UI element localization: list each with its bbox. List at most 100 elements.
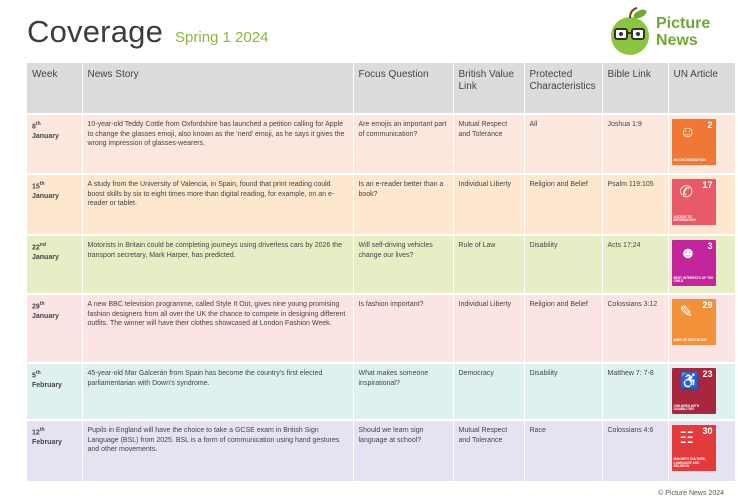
un-article-cell: ☻ 3 Best Interests of the Child (668, 234, 736, 294)
week-day: 29 (32, 303, 40, 311)
table-row: 22nd January Motorists in Britain could … (27, 234, 736, 294)
week-day: 22 (32, 244, 40, 252)
week-suffix: th (39, 427, 45, 433)
table-row: 8th January 10-year-old Teddy Cottle fro… (27, 113, 736, 174)
week-day: 15 (32, 183, 40, 191)
page-title: Coverage (27, 14, 164, 49)
focus-question-cell: Should we learn sign language at school? (353, 419, 454, 481)
page-subtitle: Spring 1 2024 (175, 29, 269, 46)
protected-characteristic-cell: Disability (524, 234, 603, 294)
un-article-number: 29 (702, 300, 713, 310)
coverage-table: Week News Story Focus Question British V… (27, 63, 736, 481)
page-header: Coverage Spring 1 2024 (27, 14, 268, 54)
logo-line-1: Picture (656, 15, 711, 32)
column-header-news-story: News Story (82, 63, 354, 114)
un-article-number: 23 (702, 369, 713, 379)
week-suffix: th (35, 370, 41, 376)
week-suffix: nd (39, 242, 46, 248)
bible-link-cell: Colossians 4:6 (602, 419, 669, 481)
un-article-badge: ☺ 2 No Discrimination (671, 119, 716, 165)
week-month: January (32, 312, 59, 320)
table-header-row: Week News Story Focus Question British V… (27, 63, 736, 114)
focus-question-cell: Will self-driving vehicles change our li… (353, 234, 454, 294)
week-suffix: th (39, 181, 45, 187)
week-cell: 12th February (27, 419, 83, 481)
week-cell: 5th February (27, 362, 83, 420)
british-value-cell: Individual Liberty (453, 293, 525, 363)
week-suffix: th (35, 121, 41, 127)
protected-characteristic-cell: Religion and Belief (524, 173, 603, 235)
focus-question-cell: Is an e-reader better than a book? (353, 173, 454, 235)
child-icon: ☻ (679, 245, 697, 262)
people-icon: ☺ (679, 124, 696, 141)
column-header-un-article: UN Article (668, 63, 736, 114)
week-day: 5 (32, 372, 36, 380)
graduate-icon: ✎ (679, 304, 693, 321)
un-article-badge: ♿ 23 Children with Disabilities (671, 368, 716, 414)
week-cell: 8th January (27, 113, 83, 174)
week-suffix: th (39, 301, 45, 307)
news-story-cell: 10-year-old Teddy Cottle from Oxfordshir… (82, 113, 354, 174)
un-article-number: 2 (707, 120, 713, 130)
copyright-footer: © Picture News 2024 (658, 490, 724, 497)
un-article-caption: Children with Disabilities (673, 403, 700, 412)
logo-line-2: News (656, 32, 698, 49)
un-article-cell: ♿ 23 Children with Disabilities (668, 362, 736, 420)
protected-characteristic-cell: Disability (524, 362, 603, 420)
bible-link-cell: Matthew 7: 7-8 (602, 362, 669, 420)
week-month: January (32, 253, 59, 261)
column-header-british-value: British Value Link (453, 63, 525, 114)
un-article-number: 3 (707, 241, 713, 251)
un-article-cell: ☺ 2 No Discrimination (668, 113, 736, 174)
un-article-caption: Aims of Education (673, 338, 707, 343)
un-article-badge: ☻ 3 Best Interests of the Child (671, 240, 716, 286)
news-story-cell: Motorists in Britain could be completing… (82, 234, 354, 294)
protected-characteristic-cell: Race (524, 419, 603, 481)
focus-question-cell: Are emojis an important part of communic… (353, 113, 454, 174)
british-value-cell: Rule of Law (453, 234, 525, 294)
un-article-badge: ✎ 29 Aims of Education (671, 299, 716, 345)
protected-characteristic-cell: Religion and Belief (524, 293, 603, 363)
table-row: 12th February Pupils in England will hav… (27, 419, 736, 481)
un-article-badge: ✆ 17 Access to Information (671, 179, 716, 225)
week-month: January (32, 132, 59, 140)
week-cell: 29th January (27, 293, 83, 363)
week-cell: 15th January (27, 173, 83, 235)
news-story-cell: A study from the University of Valencia,… (82, 173, 354, 235)
week-month: February (32, 381, 62, 389)
picture-news-logo: Picture News (606, 6, 734, 60)
group-icon: ☷ (679, 430, 694, 447)
un-article-caption: Minority Culture, Language and Religion (673, 457, 706, 469)
table-row: 5th February 45-year-old Mar Galcerán fr… (27, 362, 736, 420)
bible-link-cell: Acts 17:24 (602, 234, 669, 294)
focus-question-cell: Is fashion important? (353, 293, 454, 363)
un-article-caption: No Discrimination (673, 158, 706, 163)
week-day: 8 (32, 123, 36, 131)
apple-glasses-icon (611, 7, 649, 55)
bible-link-cell: Colossians 3:12 (602, 293, 669, 363)
wheelchair-icon: ♿ (679, 373, 700, 390)
column-header-bible: Bible Link (602, 63, 669, 114)
column-header-focus-question: Focus Question (353, 63, 454, 114)
week-month: February (32, 438, 62, 446)
logo-text: Picture News (656, 15, 710, 49)
news-story-cell: 45-year-old Mar Galcerán from Spain has … (82, 362, 354, 420)
british-value-cell: Mutual Respect and Tolerance (453, 419, 525, 481)
news-story-cell: A new BBC television programme, called S… (82, 293, 354, 363)
protected-characteristic-cell: All (524, 113, 603, 174)
column-header-week: Week (27, 63, 83, 114)
bible-link-cell: Psalm 119:105 (602, 173, 669, 235)
news-story-cell: Pupils in England will have the choice t… (82, 419, 354, 481)
week-day: 12 (32, 429, 40, 437)
un-article-cell: ☷ 30 Minority Culture, Language and Reli… (668, 419, 736, 481)
satellite-icon: ✆ (679, 184, 693, 201)
focus-question-cell: What makes someone inspirational? (353, 362, 454, 420)
week-cell: 22nd January (27, 234, 83, 294)
column-header-protected: Protected Characteristics (524, 63, 603, 114)
bible-link-cell: Joshua 1:9 (602, 113, 669, 174)
un-article-cell: ✎ 29 Aims of Education (668, 293, 736, 363)
british-value-cell: Democracy (453, 362, 525, 420)
table-row: 15th January A study from the University… (27, 173, 736, 235)
un-article-cell: ✆ 17 Access to Information (668, 173, 736, 235)
british-value-cell: Mutual Respect and Tolerance (453, 113, 525, 174)
